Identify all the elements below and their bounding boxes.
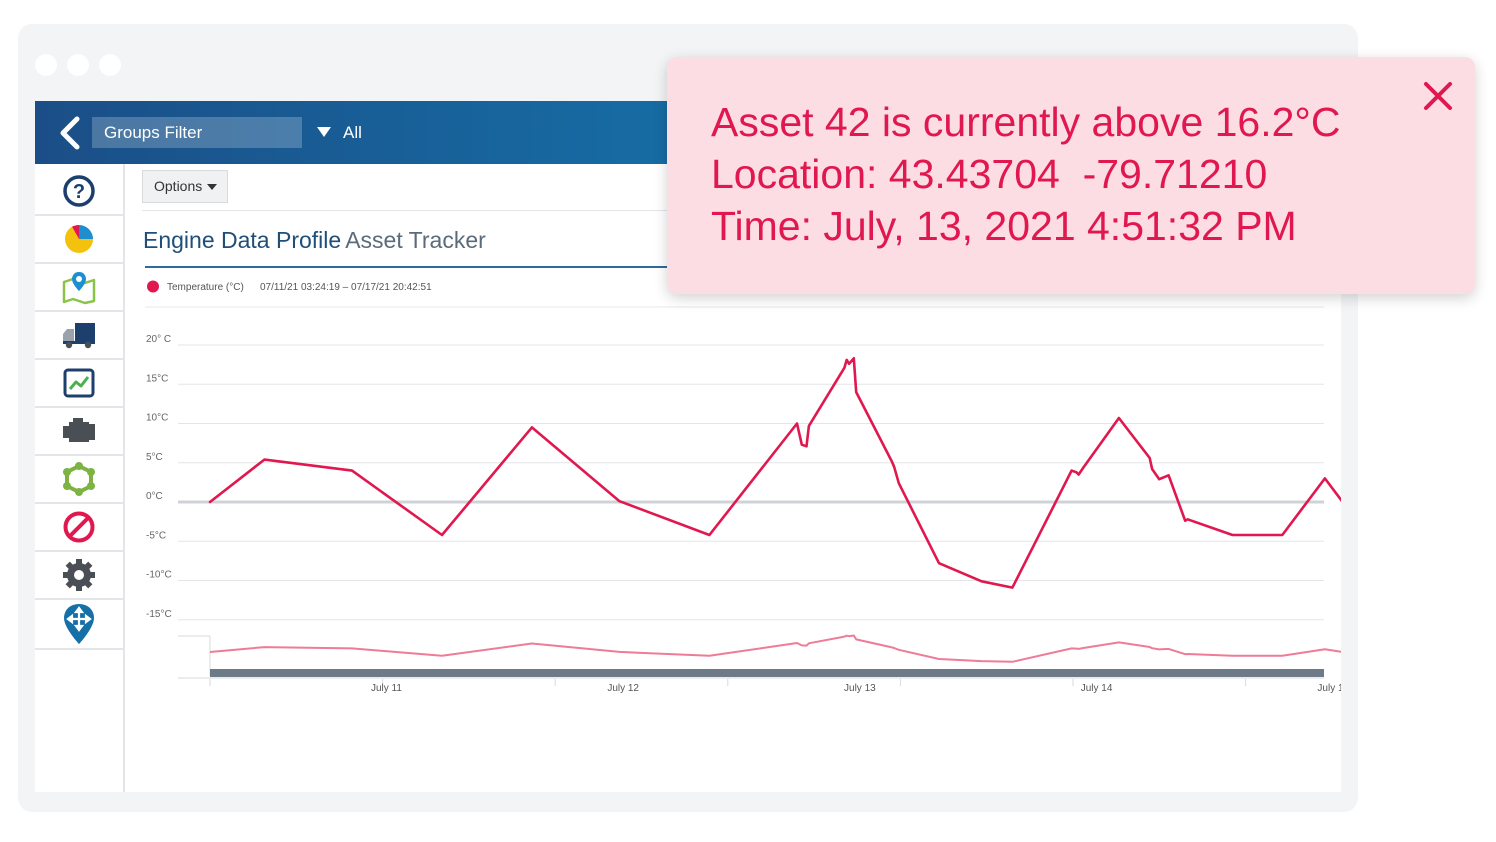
move-pin-icon [64, 603, 94, 644]
options-label: Options [154, 178, 203, 194]
window-dot [67, 54, 89, 76]
y-tick-label: -10°C [146, 570, 172, 581]
page-title: Engine Data Profile Asset Tracker [143, 227, 486, 254]
alert-notification: Asset 42 is currently above 16.2°C Locat… [667, 57, 1475, 294]
truck-icon [63, 322, 95, 348]
sidebar-item-settings[interactable] [35, 551, 123, 600]
sidebar-item-move[interactable] [35, 599, 123, 650]
x-tick-label: July 14 [1081, 683, 1113, 694]
y-tick-label: 15°C [146, 373, 168, 384]
page-title-subtitle: Asset Tracker [345, 227, 486, 253]
y-tick-label: 20° C [146, 334, 171, 345]
temperature-chart: Temperature (°C) 07/11/21 03:24:19 – 07/1… [145, 280, 1341, 694]
caret-down-icon [207, 184, 218, 191]
legend-date-range: 07/11/21 03:24:19 – 07/17/21 20:42:51 [260, 282, 432, 293]
y-tick-label: 10°C [146, 413, 168, 424]
legend-label: Temperature (°C) [167, 282, 244, 293]
trend-chart-icon [63, 368, 95, 397]
alert-line-time: Time: July, 13, 2021 4:51:32 PM [711, 203, 1297, 249]
sidebar: ? [35, 164, 125, 792]
x-tick-label: July 13 [844, 683, 876, 694]
back-chevron-icon[interactable] [55, 115, 85, 151]
temperature-line [208, 356, 1341, 589]
sidebar-item-engine[interactable] [35, 407, 123, 456]
engine-icon [63, 417, 95, 442]
navigator-series-line [209, 634, 1341, 663]
x-tick-label: July 11 [371, 683, 402, 694]
page-title-main: Engine Data Profile [143, 227, 342, 253]
sidebar-item-exceptions[interactable] [35, 503, 123, 552]
pie-chart-icon [65, 224, 93, 253]
blocked-icon [63, 511, 95, 542]
window-dot [35, 54, 57, 76]
sidebar-item-trends[interactable] [35, 359, 123, 408]
window-dot [99, 54, 121, 76]
gear-icon [63, 558, 95, 591]
sidebar-item-vehicles[interactable] [35, 311, 123, 360]
x-tick-label: July 12 [607, 683, 639, 694]
y-tick-label: -5°C [146, 530, 166, 541]
sidebar-item-help[interactable]: ? [35, 167, 123, 216]
legend-marker [147, 280, 159, 293]
svg-text:?: ? [73, 181, 85, 203]
y-tick-label: 0°C [146, 491, 163, 502]
x-tick-label: July 15 [1317, 683, 1341, 694]
group-select[interactable]: All [317, 117, 362, 148]
sidebar-item-reports[interactable] [35, 215, 123, 264]
y-tick-label: -15°C [146, 609, 172, 620]
options-dropdown-button[interactable]: Options [142, 170, 228, 203]
caret-down-icon [317, 126, 331, 137]
navigator-scrollbar [210, 669, 1324, 677]
help-icon: ? [63, 174, 95, 207]
close-icon[interactable] [1421, 79, 1455, 113]
network-icon [63, 461, 95, 496]
sidebar-item-network[interactable] [35, 455, 123, 504]
y-tick-label: 5°C [146, 452, 163, 463]
map-pin-icon [62, 271, 96, 304]
alert-line-location: Location: 43.43704 -79.71210 [711, 151, 1268, 197]
alert-line-asset: Asset 42 is currently above 16.2°C [711, 99, 1341, 145]
groups-filter-input[interactable]: Groups Filter [92, 117, 302, 148]
group-select-label: All [343, 123, 362, 142]
sidebar-item-map[interactable] [35, 263, 123, 312]
